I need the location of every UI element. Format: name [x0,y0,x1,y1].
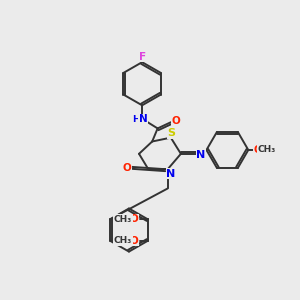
Text: O: O [254,145,263,155]
Text: O: O [171,116,180,127]
Text: S: S [168,128,176,138]
Text: O: O [122,163,131,173]
Text: CH₃: CH₃ [258,146,276,154]
Text: F: F [139,52,146,62]
Text: N: N [139,114,147,124]
Text: O: O [129,214,138,224]
Text: H: H [132,115,140,124]
Text: O: O [129,236,138,246]
Text: CH₃: CH₃ [114,236,132,245]
Text: N: N [196,150,206,160]
Text: N: N [166,169,176,179]
Text: CH₃: CH₃ [114,215,132,224]
